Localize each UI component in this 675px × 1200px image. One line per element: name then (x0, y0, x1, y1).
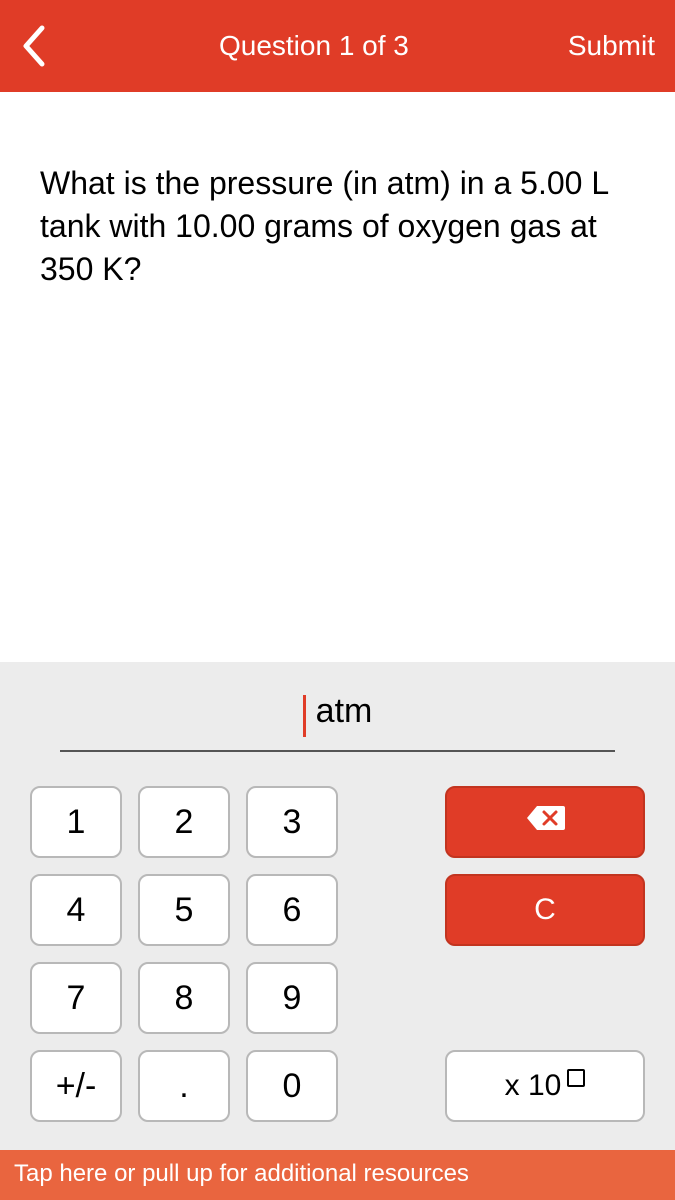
key-8[interactable]: 8 (138, 962, 230, 1034)
question-area: What is the pressure (in atm) in a 5.00 … (0, 92, 675, 662)
key-3[interactable]: 3 (246, 786, 338, 858)
keypad-row-1: 1 2 3 (30, 786, 645, 858)
key-6[interactable]: 6 (246, 874, 338, 946)
exponent-box-icon (567, 1069, 585, 1087)
answer-field[interactable]: atm (60, 692, 615, 752)
question-text: What is the pressure (in atm) in a 5.00 … (40, 162, 635, 292)
backspace-button[interactable] (445, 786, 645, 858)
footer-text: Tap here or pull up for additional resou… (14, 1160, 469, 1188)
text-cursor (303, 695, 306, 737)
exponent-label: x 10 (505, 1069, 562, 1103)
key-1[interactable]: 1 (30, 786, 122, 858)
exponent-button[interactable]: x 10 (445, 1050, 645, 1122)
key-decimal[interactable]: . (138, 1050, 230, 1122)
keypad-row-3: 7 8 9 (30, 962, 645, 1034)
keypad-row-2: 4 5 6 C (30, 874, 645, 946)
clear-button[interactable]: C (445, 874, 645, 946)
chevron-left-icon (20, 24, 46, 68)
key-5[interactable]: 5 (138, 874, 230, 946)
key-plusminus[interactable]: +/- (30, 1050, 122, 1122)
submit-button[interactable]: Submit (568, 30, 655, 62)
app-header: Question 1 of 3 Submit (0, 0, 675, 92)
resources-drawer[interactable]: Tap here or pull up for additional resou… (0, 1150, 675, 1200)
key-2[interactable]: 2 (138, 786, 230, 858)
keypad-row-4: +/- . 0 x 10 (30, 1050, 645, 1122)
key-7[interactable]: 7 (30, 962, 122, 1034)
backspace-icon (525, 804, 565, 840)
question-counter: Question 1 of 3 (60, 30, 568, 62)
key-4[interactable]: 4 (30, 874, 122, 946)
key-0[interactable]: 0 (246, 1050, 338, 1122)
key-9[interactable]: 9 (246, 962, 338, 1034)
input-panel: atm 1 2 3 4 5 6 C 7 8 9 +/- . (0, 662, 675, 1150)
answer-unit: atm (316, 692, 373, 731)
